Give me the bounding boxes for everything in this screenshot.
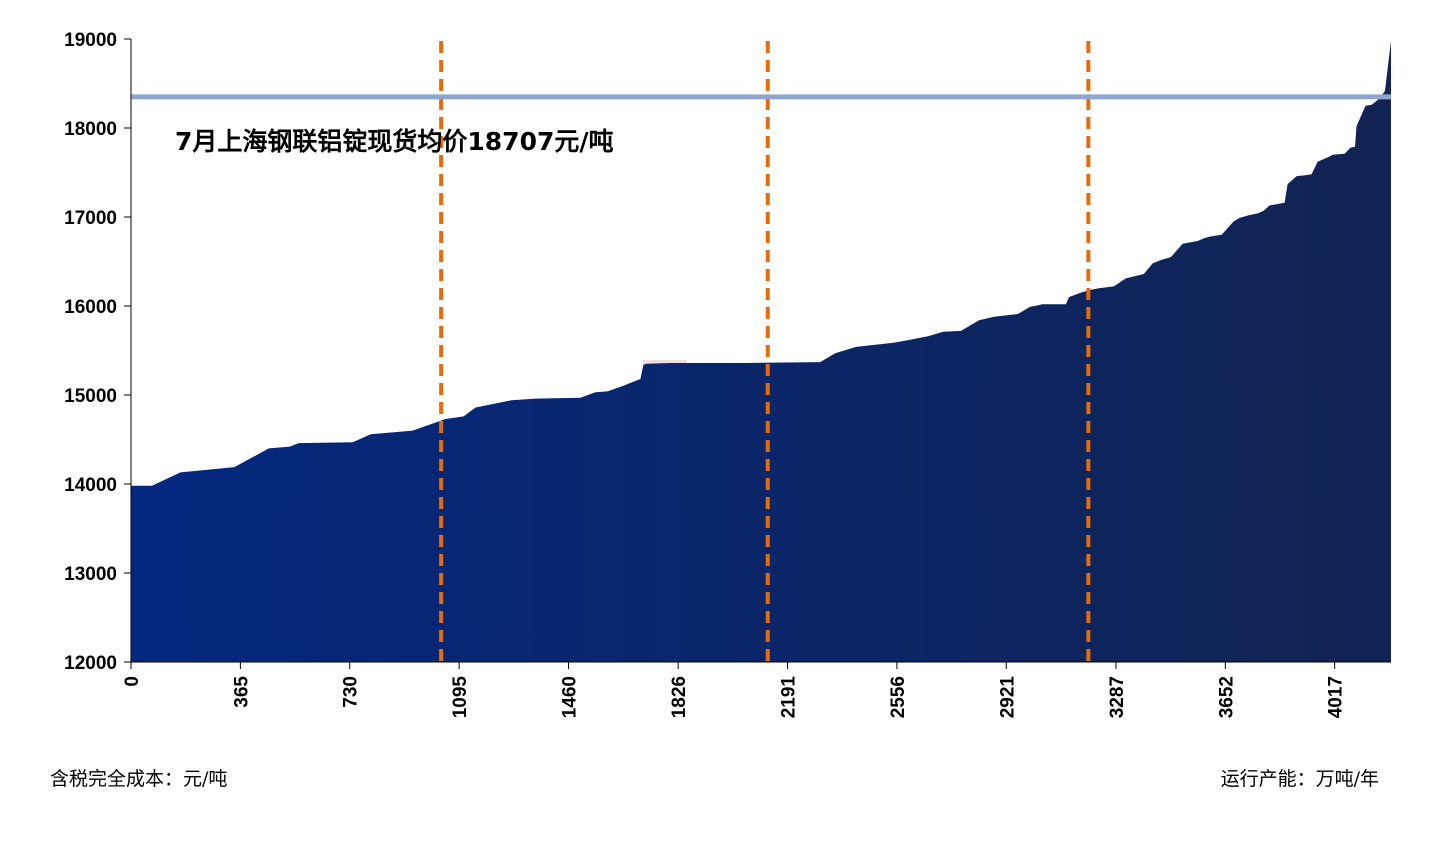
y-tick-label: 13000 xyxy=(64,564,117,585)
x-tick-label: 4017 xyxy=(1326,676,1347,718)
x-tick-label: 1095 xyxy=(450,676,471,719)
x-tick-label: 3287 xyxy=(1107,676,1128,718)
x-tick-label: 1826 xyxy=(669,676,690,718)
x-axis-label: 运行产能：万吨/年 xyxy=(1220,768,1379,790)
spot-price-annotation: 7月上海钢联铝锭现货均价18707元/吨 xyxy=(175,127,614,156)
x-tick-label: 365 xyxy=(231,676,252,708)
quartile-lines xyxy=(439,41,1091,662)
x-tick-label: 0 xyxy=(122,676,143,687)
x-tick-label: 1460 xyxy=(559,676,580,718)
y-tick-label: 16000 xyxy=(64,297,117,318)
cost-curve-area xyxy=(131,40,1391,663)
x-tick-label: 2191 xyxy=(779,676,800,719)
y-tick-label: 14000 xyxy=(64,475,117,496)
y-axis-label: 含税完全成本：元/吨 xyxy=(50,768,228,790)
y-tick-label: 15000 xyxy=(64,386,117,407)
x-tick-label: 730 xyxy=(341,676,362,708)
y-tick-label: 19000 xyxy=(64,30,117,51)
x-tick-label: 2556 xyxy=(888,676,909,718)
y-tick-label: 12000 xyxy=(64,653,117,674)
x-tick-label: 2921 xyxy=(997,676,1018,719)
x-axis-ticks: 0 365 730 1095 1460 1826 2191 2556 2921 3287 3652 4… xyxy=(122,662,1347,718)
y-tick-label: 18000 xyxy=(64,119,117,140)
y-axis-ticks: 12000 13000 14000 15000 16000 17000 18000 19000 xyxy=(64,30,131,674)
x-tick-label: 3652 xyxy=(1216,676,1237,718)
y-tick-label: 17000 xyxy=(64,208,117,229)
